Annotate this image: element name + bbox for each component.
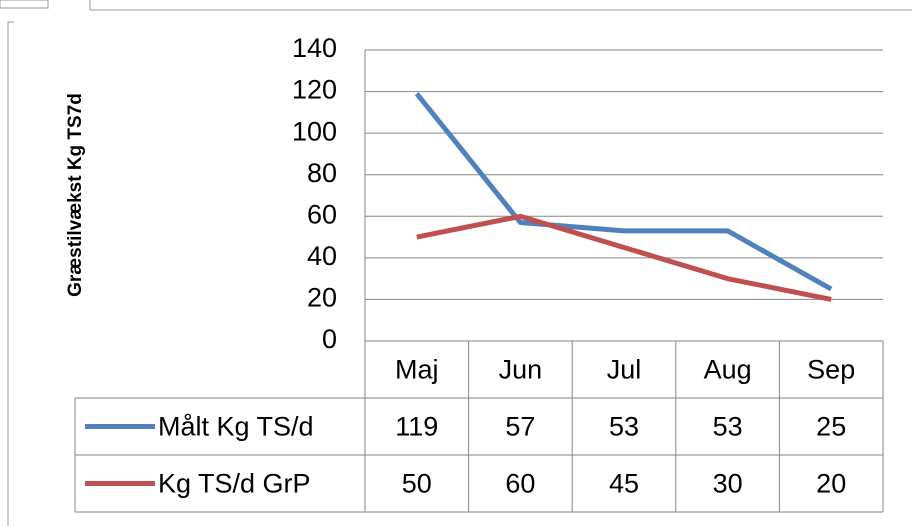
y-tick-label: 120 <box>292 75 337 105</box>
data-line <box>416 213 832 302</box>
x-tick-label: Maj <box>395 355 439 385</box>
table-value: 57 <box>505 412 535 442</box>
legend-label: Målt Kg TS/d <box>158 412 314 442</box>
table-value: 25 <box>816 412 846 442</box>
window-tab <box>0 0 49 9</box>
x-tick-label: Sep <box>807 355 855 385</box>
table-value: 50 <box>402 469 432 499</box>
chart-border <box>7 21 14 526</box>
table-value: 30 <box>713 469 743 499</box>
table-value: 119 <box>395 412 438 442</box>
y-tick-label: 20 <box>307 283 337 313</box>
y-axis-title: Græstilvækst Kg TS7d <box>65 93 86 297</box>
table-value: 60 <box>505 469 535 499</box>
y-tick-label: 0 <box>322 324 337 354</box>
y-tick-label: 100 <box>292 116 337 146</box>
y-tick-label: 80 <box>307 158 337 188</box>
x-tick-label: Jun <box>499 355 543 385</box>
y-tick-label: 60 <box>307 199 337 229</box>
x-tick-label: Aug <box>704 355 752 385</box>
table-value: 53 <box>713 412 743 442</box>
y-tick-label: 40 <box>307 241 337 271</box>
table-value: 45 <box>609 469 639 499</box>
table-value: 53 <box>609 412 639 442</box>
data-line <box>414 92 833 292</box>
table-value: 20 <box>816 469 846 499</box>
y-tick-label: 140 <box>292 33 337 63</box>
x-tick-label: Jul <box>607 355 642 385</box>
legend-label: Kg TS/d GrP <box>158 469 311 499</box>
